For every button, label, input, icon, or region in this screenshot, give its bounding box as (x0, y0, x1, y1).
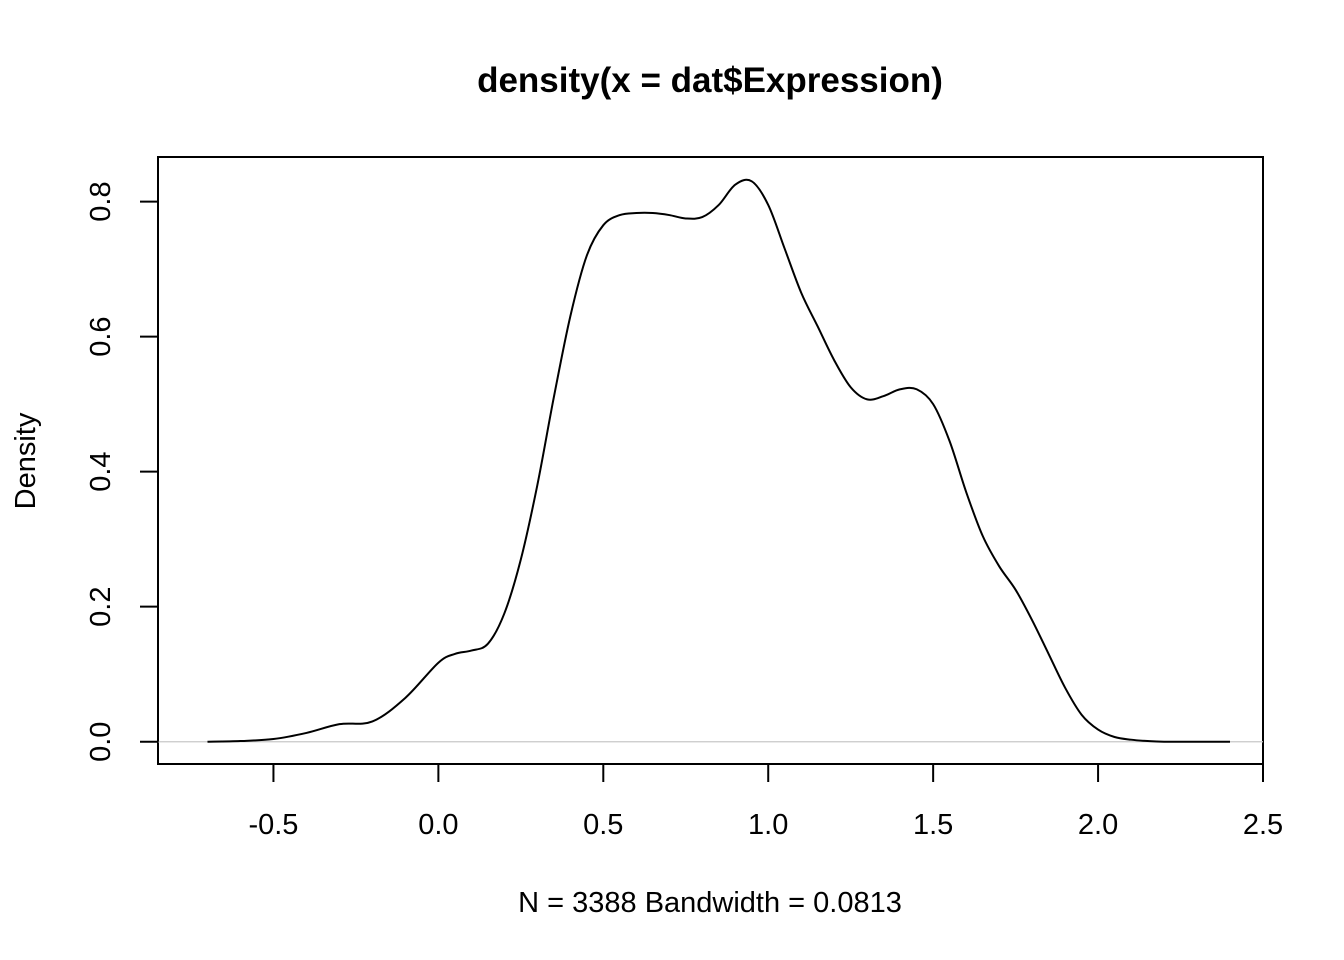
x-tick-label: 0.0 (418, 809, 458, 841)
y-tick-label: 0.4 (85, 451, 117, 491)
x-axis-label: N = 3388 Bandwidth = 0.0813 (518, 887, 902, 919)
x-tick-label: 1.5 (913, 809, 953, 841)
x-tick-label: 1.0 (748, 809, 788, 841)
y-tick-label: 0.6 (85, 316, 117, 356)
density-curve (207, 178, 1231, 743)
plot-frame (157, 156, 1264, 765)
y-axis-label: Density (10, 412, 42, 509)
y-tick-label: 0.0 (85, 722, 117, 762)
x-tick-label: 0.5 (583, 809, 623, 841)
y-tick-label: 0.8 (85, 181, 117, 221)
x-tick-label: 2.0 (1078, 809, 1118, 841)
chart-title: density(x = dat$Expression) (477, 61, 943, 100)
y-tick-label: 0.2 (85, 587, 117, 627)
plot-area: -0.5 0.0 0.5 1.0 1.5 2.0 2.5 0.0 0.2 0.4 0.6 0.8 (85, 156, 1283, 841)
x-tick-label: 2.5 (1243, 809, 1283, 841)
x-tick-label: -0.5 (248, 809, 298, 841)
